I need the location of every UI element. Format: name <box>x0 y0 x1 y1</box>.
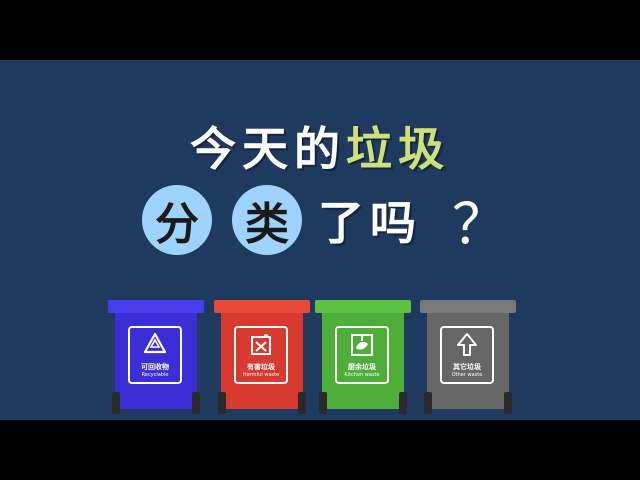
title-circle-char: 类 <box>245 199 289 250</box>
title-char-accent: 垃 <box>346 122 398 176</box>
bin-wheel <box>504 392 512 414</box>
bin-label-cn: 厨余垃圾 <box>348 363 376 371</box>
bin-kitchen: 厨余垃圾 Kitchen waste <box>315 300 411 414</box>
bin-other: 其它垃圾 Other waste <box>420 300 516 414</box>
bin-lid <box>420 300 516 313</box>
bin-wheel <box>399 392 407 414</box>
bin-wheel <box>192 392 200 414</box>
bin-label-cn: 可回收物 <box>141 363 169 371</box>
recycle-icon <box>143 332 167 354</box>
title-char-accent: 圾 <box>398 122 450 176</box>
bin-label: 其它垃圾 Other waste <box>440 326 494 384</box>
bin-label-en: Harmful waste <box>242 372 280 378</box>
bin-wheel <box>319 392 327 414</box>
title-suffix: 了吗 <box>318 196 422 250</box>
title-line-2: 分 类 了吗 ？ <box>0 180 640 260</box>
harmful-icon <box>251 334 271 355</box>
bin-label-en: Kitchen waste <box>344 372 380 378</box>
title-char: 的 <box>294 122 346 176</box>
bin-recyclable: 可回收物 Recyclable <box>108 300 204 414</box>
bin-label-cn: 有害垃圾 <box>247 363 275 371</box>
bin-lid <box>315 300 411 313</box>
kitchen-icon <box>351 334 373 356</box>
title-char: 天 <box>242 122 294 176</box>
bin-lid <box>214 300 310 313</box>
title-circle: 类 <box>232 185 302 255</box>
title-panel: 今 天 的 垃 圾 分 类 了吗 ？ 可回收物 Recyclable <box>0 60 640 420</box>
bin-wheel <box>424 392 432 414</box>
bin-wheel <box>112 392 120 414</box>
bin-label-en: Recyclable <box>141 372 169 378</box>
bin-label-cn: 其它垃圾 <box>453 363 481 371</box>
bin-lid <box>108 300 204 313</box>
bin-harmful: 有害垃圾 Harmful waste <box>214 300 310 414</box>
title-circle: 分 <box>142 185 212 255</box>
bin-label-en: Other waste <box>451 372 483 378</box>
question-mark: ？ <box>452 192 508 258</box>
bin-wheel <box>298 392 306 414</box>
bin-label: 可回收物 Recyclable <box>128 326 182 384</box>
title-char: 今 <box>190 122 242 176</box>
title-line-1: 今 天 的 垃 圾 <box>0 116 640 176</box>
bin-wheel <box>218 392 226 414</box>
bin-label: 有害垃圾 Harmful waste <box>234 326 288 384</box>
bin-label: 厨余垃圾 Kitchen waste <box>335 326 389 384</box>
title-circle-char: 分 <box>155 199 199 250</box>
other-icon <box>457 333 477 356</box>
